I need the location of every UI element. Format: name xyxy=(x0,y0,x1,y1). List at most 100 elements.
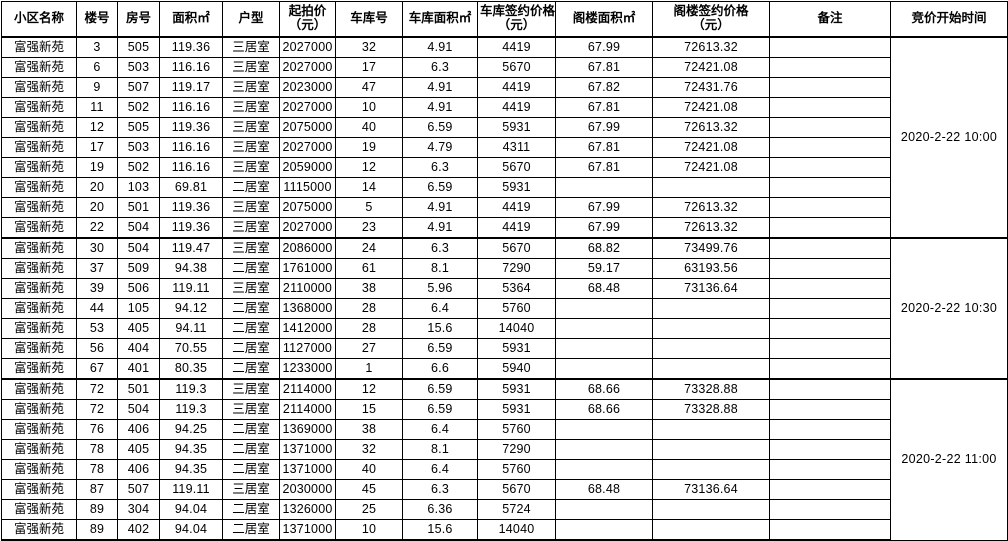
cell-aprice xyxy=(652,358,770,380)
cell-gprice: 4311 xyxy=(477,137,556,158)
cell-bldg: 72 xyxy=(76,399,118,420)
cell-room: 505 xyxy=(117,117,160,138)
table-row[interactable]: 富强新苑 78 406 94.35 二居室 1371000 40 6.4 5760 xyxy=(1,459,1008,480)
cell-gno: 15 xyxy=(335,399,403,420)
cell-bldg: 78 xyxy=(76,439,118,460)
cell-area: 119.17 xyxy=(159,77,223,98)
cell-gno: 27 xyxy=(335,338,403,359)
table-row[interactable]: 富强新苑 20 501 119.36 三居室 2075000 5 4.91 4419 67.99 7… xyxy=(1,197,1008,218)
table-row[interactable]: 富强新苑 67 401 80.35 二居室 1233000 1 6.6 5940 xyxy=(1,358,1008,380)
cell-aprice xyxy=(652,318,770,339)
table-row[interactable]: 富强新苑 53 405 94.11 二居室 1412000 28 15.6 14040 xyxy=(1,318,1008,339)
cell-aprice: 72431.76 xyxy=(652,77,770,98)
cell-aarea: 67.81 xyxy=(555,137,653,158)
table-row[interactable]: 富强新苑 12 505 119.36 三居室 2075000 40 6.59 5931 67.99… xyxy=(1,117,1008,138)
cell-aarea xyxy=(555,499,653,520)
column-header-price[interactable]: 起拍价 （元） xyxy=(279,1,336,38)
table-row[interactable]: 富强新苑 39 506 119.11 三居室 2110000 38 5.96 5364 68.48… xyxy=(1,278,1008,299)
column-header-label: 房号 xyxy=(125,11,151,26)
cell-garea: 15.6 xyxy=(402,519,478,541)
cell-name: 富强新苑 xyxy=(1,419,77,440)
cell-auction-start-time: 2020-2-22 10:00 xyxy=(890,36,1008,239)
cell-area: 94.04 xyxy=(159,499,223,520)
column-header-name[interactable]: 小区名称 xyxy=(1,1,77,38)
column-header-room[interactable]: 房号 xyxy=(117,1,160,38)
cell-gprice: 5931 xyxy=(477,399,556,420)
cell-aarea: 67.99 xyxy=(555,217,653,239)
table-row[interactable]: 富强新苑 37 509 94.38 二居室 1761000 61 8.1 7290 59.17 63… xyxy=(1,258,1008,279)
table-row[interactable]: 富强新苑 72 504 119.3 三居室 2114000 15 6.59 5931 68.66 7… xyxy=(1,399,1008,420)
cell-type: 二居室 xyxy=(222,519,280,541)
table-row[interactable]: 富强新苑 22 504 119.36 三居室 2027000 23 4.91 4419 67.99… xyxy=(1,217,1008,239)
cell-gno: 38 xyxy=(335,278,403,299)
cell-bldg: 53 xyxy=(76,318,118,339)
cell-bldg: 87 xyxy=(76,479,118,500)
cell-garea: 6.3 xyxy=(402,237,478,259)
cell-price: 1371000 xyxy=(279,439,336,460)
cell-gno: 32 xyxy=(335,439,403,460)
table-row[interactable]: 富强新苑 87 507 119.11 三居室 2030000 45 6.3 5670 68.48 7… xyxy=(1,479,1008,500)
table-row[interactable]: 富强新苑 19 502 116.16 三居室 2059000 12 6.3 5670 67.81 7… xyxy=(1,157,1008,178)
table-row[interactable]: 富强新苑 56 404 70.55 二居室 1127000 27 6.59 5931 xyxy=(1,338,1008,359)
cell-price: 2027000 xyxy=(279,217,336,239)
cell-room: 503 xyxy=(117,57,160,78)
cell-note xyxy=(769,459,891,480)
table-row[interactable]: 富强新苑 17 503 116.16 三居室 2027000 19 4.79 4311 67.81… xyxy=(1,137,1008,158)
cell-gno: 24 xyxy=(335,237,403,259)
table-row[interactable]: 富强新苑 89 402 94.04 二居室 1371000 10 15.6 14040 xyxy=(1,519,1008,541)
column-header-aarea[interactable]: 阁楼面积㎡ xyxy=(555,1,653,38)
table-row[interactable]: 富强新苑 30 504 119.47 三居室 2086000 24 6.3 5670 68.82 7… xyxy=(1,237,1008,380)
column-header-gprice[interactable]: 车库签约价格 （元） xyxy=(477,1,556,38)
cell-area: 116.16 xyxy=(159,57,223,78)
cell-area: 119.3 xyxy=(159,378,223,400)
cell-type: 三居室 xyxy=(222,479,280,500)
cell-area: 116.16 xyxy=(159,157,223,178)
table-row[interactable]: 富强新苑 44 105 94.12 二居室 1368000 28 6.4 5760 xyxy=(1,298,1008,319)
table-row[interactable]: 富强新苑 20 103 69.81 二居室 1115000 14 6.59 5931 xyxy=(1,177,1008,198)
cell-name: 富强新苑 xyxy=(1,378,77,400)
cell-name: 富强新苑 xyxy=(1,117,77,138)
cell-garea: 6.59 xyxy=(402,378,478,400)
table-row[interactable]: 富强新苑 89 304 94.04 二居室 1326000 25 6.36 5724 xyxy=(1,499,1008,520)
cell-area: 70.55 xyxy=(159,338,223,359)
column-header-time[interactable]: 竞价开始时间 xyxy=(890,1,1008,38)
table-row[interactable]: 富强新苑 11 502 116.16 三居室 2027000 10 4.91 4419 67.81… xyxy=(1,97,1008,118)
table-row[interactable]: 富强新苑 9 507 119.17 三居室 2023000 47 4.91 4419 67.82 7… xyxy=(1,77,1008,98)
column-header-aprice[interactable]: 阁楼签约价格 （元） xyxy=(652,1,770,38)
cell-note xyxy=(769,57,891,78)
cell-price: 2110000 xyxy=(279,278,336,299)
table-row[interactable]: 富强新苑 72 501 119.3 三居室 2114000 12 6.59 5931 68.66 7… xyxy=(1,378,1008,541)
column-header-note[interactable]: 备注 xyxy=(769,1,891,38)
column-header-bldg[interactable]: 楼号 xyxy=(76,1,118,38)
column-header-gno[interactable]: 车库号 xyxy=(335,1,403,38)
column-header-type[interactable]: 户型 xyxy=(222,1,280,38)
table-row[interactable]: 富强新苑 3 505 119.36 三居室 2027000 32 4.91 4419 67.99 7… xyxy=(1,36,1008,239)
cell-area: 94.04 xyxy=(159,519,223,541)
cell-area: 119.11 xyxy=(159,278,223,299)
cell-gprice: 4419 xyxy=(477,77,556,98)
cell-name: 富强新苑 xyxy=(1,237,77,259)
table-row[interactable]: 富强新苑 6 503 116.16 三居室 2027000 17 6.3 5670 67.81 72… xyxy=(1,57,1008,78)
cell-note xyxy=(769,338,891,359)
cell-price: 1371000 xyxy=(279,459,336,480)
cell-aprice xyxy=(652,419,770,440)
table-row[interactable]: 富强新苑 76 406 94.25 二居室 1369000 38 6.4 5760 xyxy=(1,419,1008,440)
cell-name: 富强新苑 xyxy=(1,459,77,480)
cell-bldg: 37 xyxy=(76,258,118,279)
cell-note xyxy=(769,197,891,218)
column-header-area[interactable]: 面积㎡ xyxy=(159,1,223,38)
cell-price: 1761000 xyxy=(279,258,336,279)
table-body: 富强新苑 3 505 119.36 三居室 2027000 32 4.91 4419 67.99 7… xyxy=(1,36,1008,541)
cell-garea: 6.36 xyxy=(402,499,478,520)
cell-type: 二居室 xyxy=(222,459,280,480)
table-header: 小区名称 楼号 房号 面积㎡ 户型 起拍价 （元） 车库号 车库面积㎡ 车库签约价格 （元） 阁楼面积… xyxy=(1,1,1008,38)
cell-gno: 32 xyxy=(335,36,403,58)
table-row[interactable]: 富强新苑 78 405 94.35 二居室 1371000 32 8.1 7290 xyxy=(1,439,1008,460)
cell-area: 94.11 xyxy=(159,318,223,339)
column-header-label: 户型 xyxy=(238,11,264,26)
column-header-garea[interactable]: 车库面积㎡ xyxy=(402,1,478,38)
cell-aprice xyxy=(652,459,770,480)
cell-name: 富强新苑 xyxy=(1,358,77,380)
cell-gno: 40 xyxy=(335,117,403,138)
cell-garea: 6.59 xyxy=(402,338,478,359)
